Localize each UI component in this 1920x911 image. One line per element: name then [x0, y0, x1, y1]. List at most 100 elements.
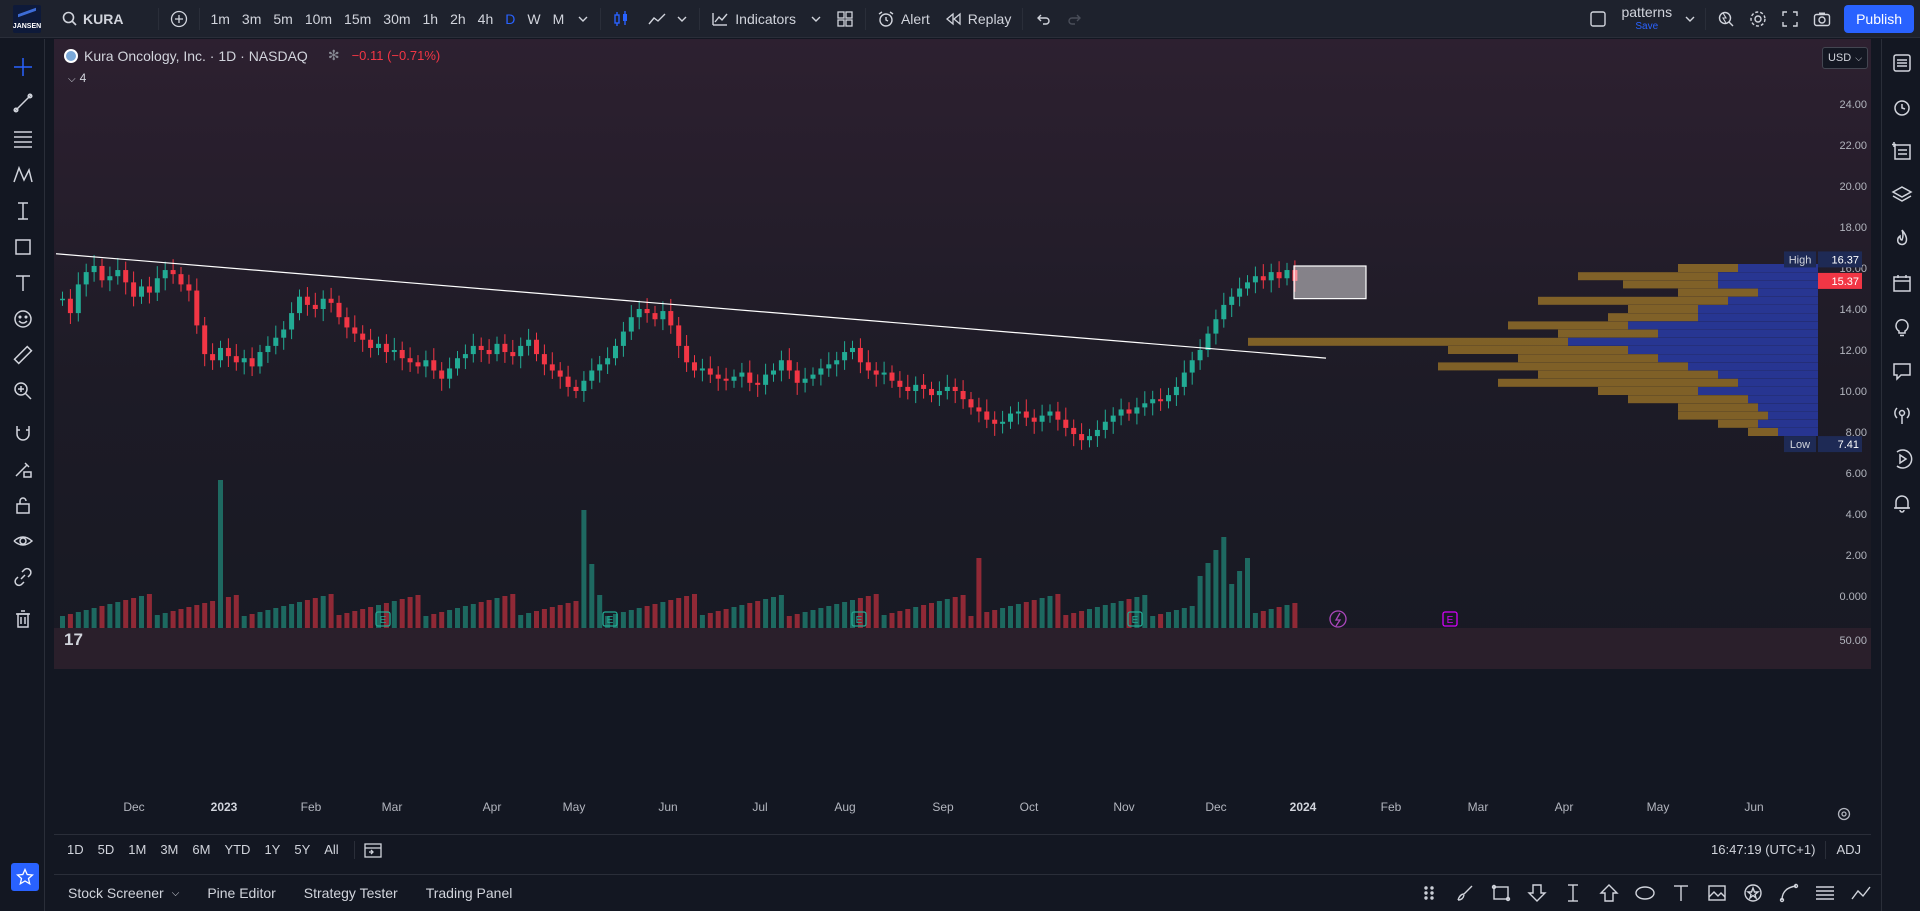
interval-15m[interactable]: 15m — [344, 10, 372, 27]
streams-button[interactable] — [1882, 393, 1920, 437]
range-6m[interactable]: 6M — [192, 842, 211, 857]
interval-30m[interactable]: 30m — [383, 10, 411, 27]
image-tool[interactable] — [1701, 877, 1733, 909]
link-tool[interactable] — [0, 559, 45, 595]
trendline-tool[interactable] — [0, 85, 45, 121]
pattern-tool[interactable] — [0, 157, 45, 193]
lock-drawings-tool[interactable] — [0, 487, 45, 523]
text-tool-bottom[interactable] — [1665, 877, 1697, 909]
object-tree-button[interactable] — [1882, 129, 1920, 173]
hotlists-button[interactable] — [1882, 217, 1920, 261]
magnet-tool[interactable] — [0, 415, 45, 451]
fib-tool-bottom[interactable] — [1809, 877, 1841, 909]
symbol-search[interactable]: KURA — [54, 0, 130, 38]
adjust-data-toggle[interactable]: ADJ — [1836, 842, 1861, 857]
ellipse-tool[interactable] — [1629, 877, 1661, 909]
emoji-tool[interactable] — [0, 301, 45, 337]
quick-search-button[interactable] — [1710, 0, 1742, 38]
fib-tool[interactable] — [0, 121, 45, 157]
tab-pine-editor[interactable]: Pine Editor — [193, 885, 289, 901]
compare-add-button[interactable] — [163, 0, 195, 38]
arrow-down-tool[interactable] — [1521, 877, 1553, 909]
interval-4h[interactable]: 4h — [477, 10, 494, 27]
interval-1h[interactable]: 1h — [422, 10, 439, 27]
alert-button[interactable]: Alert — [870, 0, 937, 38]
rectangle-tool[interactable] — [1485, 877, 1517, 909]
range-1d[interactable]: 1D — [67, 842, 84, 857]
alerts-panel-button[interactable] — [1882, 85, 1920, 129]
interval-d[interactable]: D — [505, 10, 516, 27]
zoom-tool[interactable] — [0, 373, 45, 409]
interval-1m[interactable]: 1m — [210, 10, 230, 27]
arrow-up-tool[interactable] — [1593, 877, 1625, 909]
remove-drawings-tool[interactable] — [0, 601, 45, 637]
layout-name-button[interactable]: patterns Save — [1614, 0, 1679, 38]
candle-body — [178, 274, 184, 285]
publish-button[interactable]: Publish — [1844, 4, 1914, 33]
layers-button[interactable] — [1882, 173, 1920, 217]
fullscreen-button[interactable] — [1774, 0, 1806, 38]
price-range-tool[interactable] — [1557, 877, 1589, 909]
chats-button[interactable] — [1882, 349, 1920, 393]
interval-m[interactable]: M — [552, 10, 565, 27]
range-3m[interactable]: 3M — [160, 842, 179, 857]
interval-10m[interactable]: 10m — [304, 10, 333, 27]
undo-button[interactable] — [1027, 0, 1059, 38]
crosshair-tool[interactable] — [0, 49, 45, 85]
snapshot-button[interactable] — [1806, 0, 1838, 38]
interval-5m[interactable]: 5m — [273, 10, 293, 27]
candle-body — [510, 352, 516, 357]
series-legend[interactable]: Kura Oncology, Inc. · 1D · NASDAQ ✻ −0.1… — [64, 47, 440, 64]
indicators-dropdown[interactable] — [803, 0, 829, 38]
watchlist-favorites-button[interactable] — [11, 863, 39, 891]
indicators-button[interactable]: Indicators — [704, 0, 803, 38]
currency-select[interactable]: USD ⌵ — [1822, 47, 1868, 69]
interval-3m[interactable]: 3m — [241, 10, 262, 27]
replay-button[interactable]: Replay — [937, 0, 1019, 38]
clock-timezone[interactable]: 16:47:19 (UTC+1) — [1711, 842, 1816, 857]
chevron-down-icon[interactable]: ⌵ — [171, 887, 180, 899]
chart-type-dropdown[interactable] — [669, 0, 695, 38]
interval-dropdown-button[interactable] — [570, 0, 596, 38]
measure-tool[interactable] — [0, 337, 45, 373]
interval-w[interactable]: W — [527, 10, 541, 27]
prediction-tool[interactable] — [0, 193, 45, 229]
axis-settings-button[interactable] — [1836, 806, 1852, 825]
range-1y[interactable]: 1Y — [264, 842, 281, 857]
tab-trading-panel[interactable]: Trading Panel — [412, 885, 527, 901]
playback-button[interactable] — [1882, 437, 1920, 481]
calendar-button[interactable] — [1882, 261, 1920, 305]
layout-button[interactable] — [1582, 0, 1614, 38]
stay-drawing-tool[interactable] — [0, 451, 45, 487]
shapes-tool[interactable] — [0, 229, 45, 265]
brand-logo[interactable]: JANSEN — [0, 0, 54, 38]
templates-button[interactable] — [829, 0, 861, 38]
range-5y[interactable]: 5Y — [294, 842, 311, 857]
curve-tool[interactable] — [1773, 877, 1805, 909]
interval-2h[interactable]: 2h — [450, 10, 466, 27]
text-tool[interactable] — [0, 265, 45, 301]
layout-dropdown[interactable] — [1679, 0, 1701, 38]
ideas-button[interactable] — [1882, 305, 1920, 349]
range-ytd[interactable]: YTD — [224, 842, 251, 857]
tab-stock-screener[interactable]: Stock Screener ⌵ — [54, 885, 193, 901]
range-5d[interactable]: 5D — [97, 842, 115, 857]
tab-strategy-tester[interactable]: Strategy Tester — [290, 885, 412, 901]
settings-button[interactable] — [1742, 0, 1774, 38]
range-all[interactable]: All — [324, 842, 339, 857]
notifications-button[interactable] — [1882, 481, 1920, 525]
sticker-tool[interactable] — [1737, 877, 1769, 909]
indicators-collapse[interactable]: ⌵ 4 — [68, 71, 86, 85]
line-chart-type-button[interactable] — [637, 0, 669, 38]
watchlist-button[interactable] — [1882, 41, 1920, 85]
brush-tool[interactable] — [1449, 877, 1481, 909]
trend-path-tool[interactable] — [1845, 877, 1877, 909]
redo-button[interactable] — [1059, 0, 1091, 38]
drag-handle[interactable] — [1413, 877, 1445, 909]
go-to-date-button[interactable] — [363, 841, 383, 859]
candles-chart-type-button[interactable] — [605, 0, 637, 38]
range-1m[interactable]: 1M — [128, 842, 147, 857]
hide-drawings-tool[interactable] — [0, 523, 45, 559]
